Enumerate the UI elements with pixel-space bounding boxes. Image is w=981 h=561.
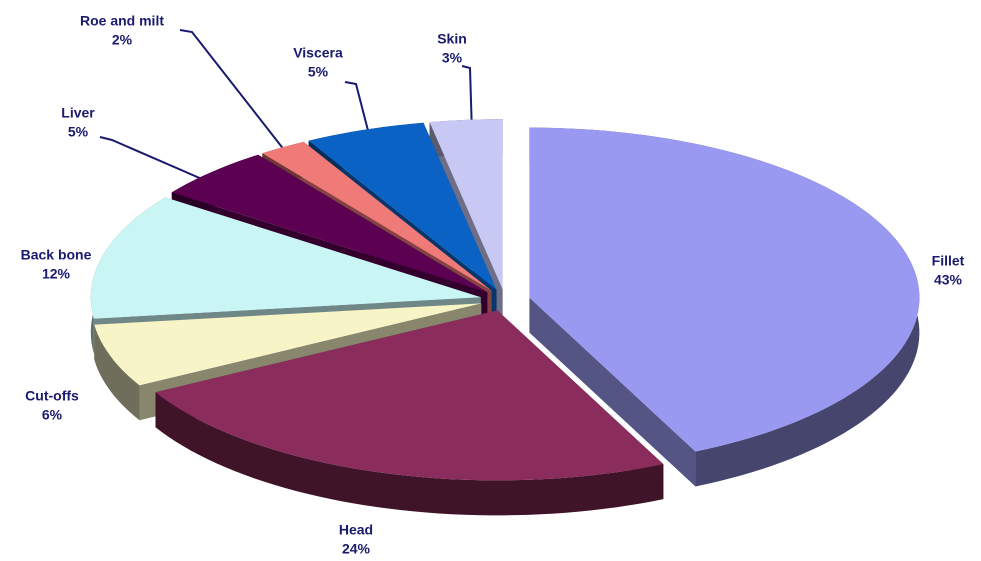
slice-top (90, 197, 481, 319)
leader-line (179, 29, 293, 161)
slice-top (171, 154, 488, 293)
slice-label: Roe and milt (80, 13, 164, 29)
slice-top (94, 303, 482, 386)
slice-top (262, 141, 492, 291)
slice-value-label: 5% (308, 64, 329, 80)
slice-label: Back bone (21, 247, 92, 263)
slice-side (529, 297, 696, 487)
slice-value-label: 3% (442, 50, 463, 66)
slice-label: Cut-offs (25, 388, 79, 404)
leader-line (344, 81, 373, 147)
slice-value-label: 43% (934, 272, 963, 288)
slice-rim (155, 392, 664, 516)
slice-top (155, 310, 664, 481)
slice (529, 127, 920, 487)
slice-value-label: 24% (342, 541, 371, 557)
slice-label: Skin (437, 31, 467, 47)
slice-rim (94, 324, 140, 421)
leader-line (461, 65, 473, 135)
slice-label: Viscera (293, 45, 343, 61)
slice-label: Liver (61, 105, 95, 121)
leader-line (99, 136, 219, 187)
slice-top (529, 127, 920, 452)
slice (155, 310, 664, 516)
slice-value-label: 2% (112, 32, 133, 48)
slice-value-label: 5% (68, 124, 89, 140)
slice-top (429, 119, 503, 290)
slice-top (308, 122, 497, 290)
slices (90, 119, 920, 516)
slice-value-label: 12% (42, 266, 71, 282)
slice-label: Fillet (932, 253, 965, 269)
slice-label: Head (339, 522, 373, 538)
slice-value-label: 6% (42, 407, 63, 423)
